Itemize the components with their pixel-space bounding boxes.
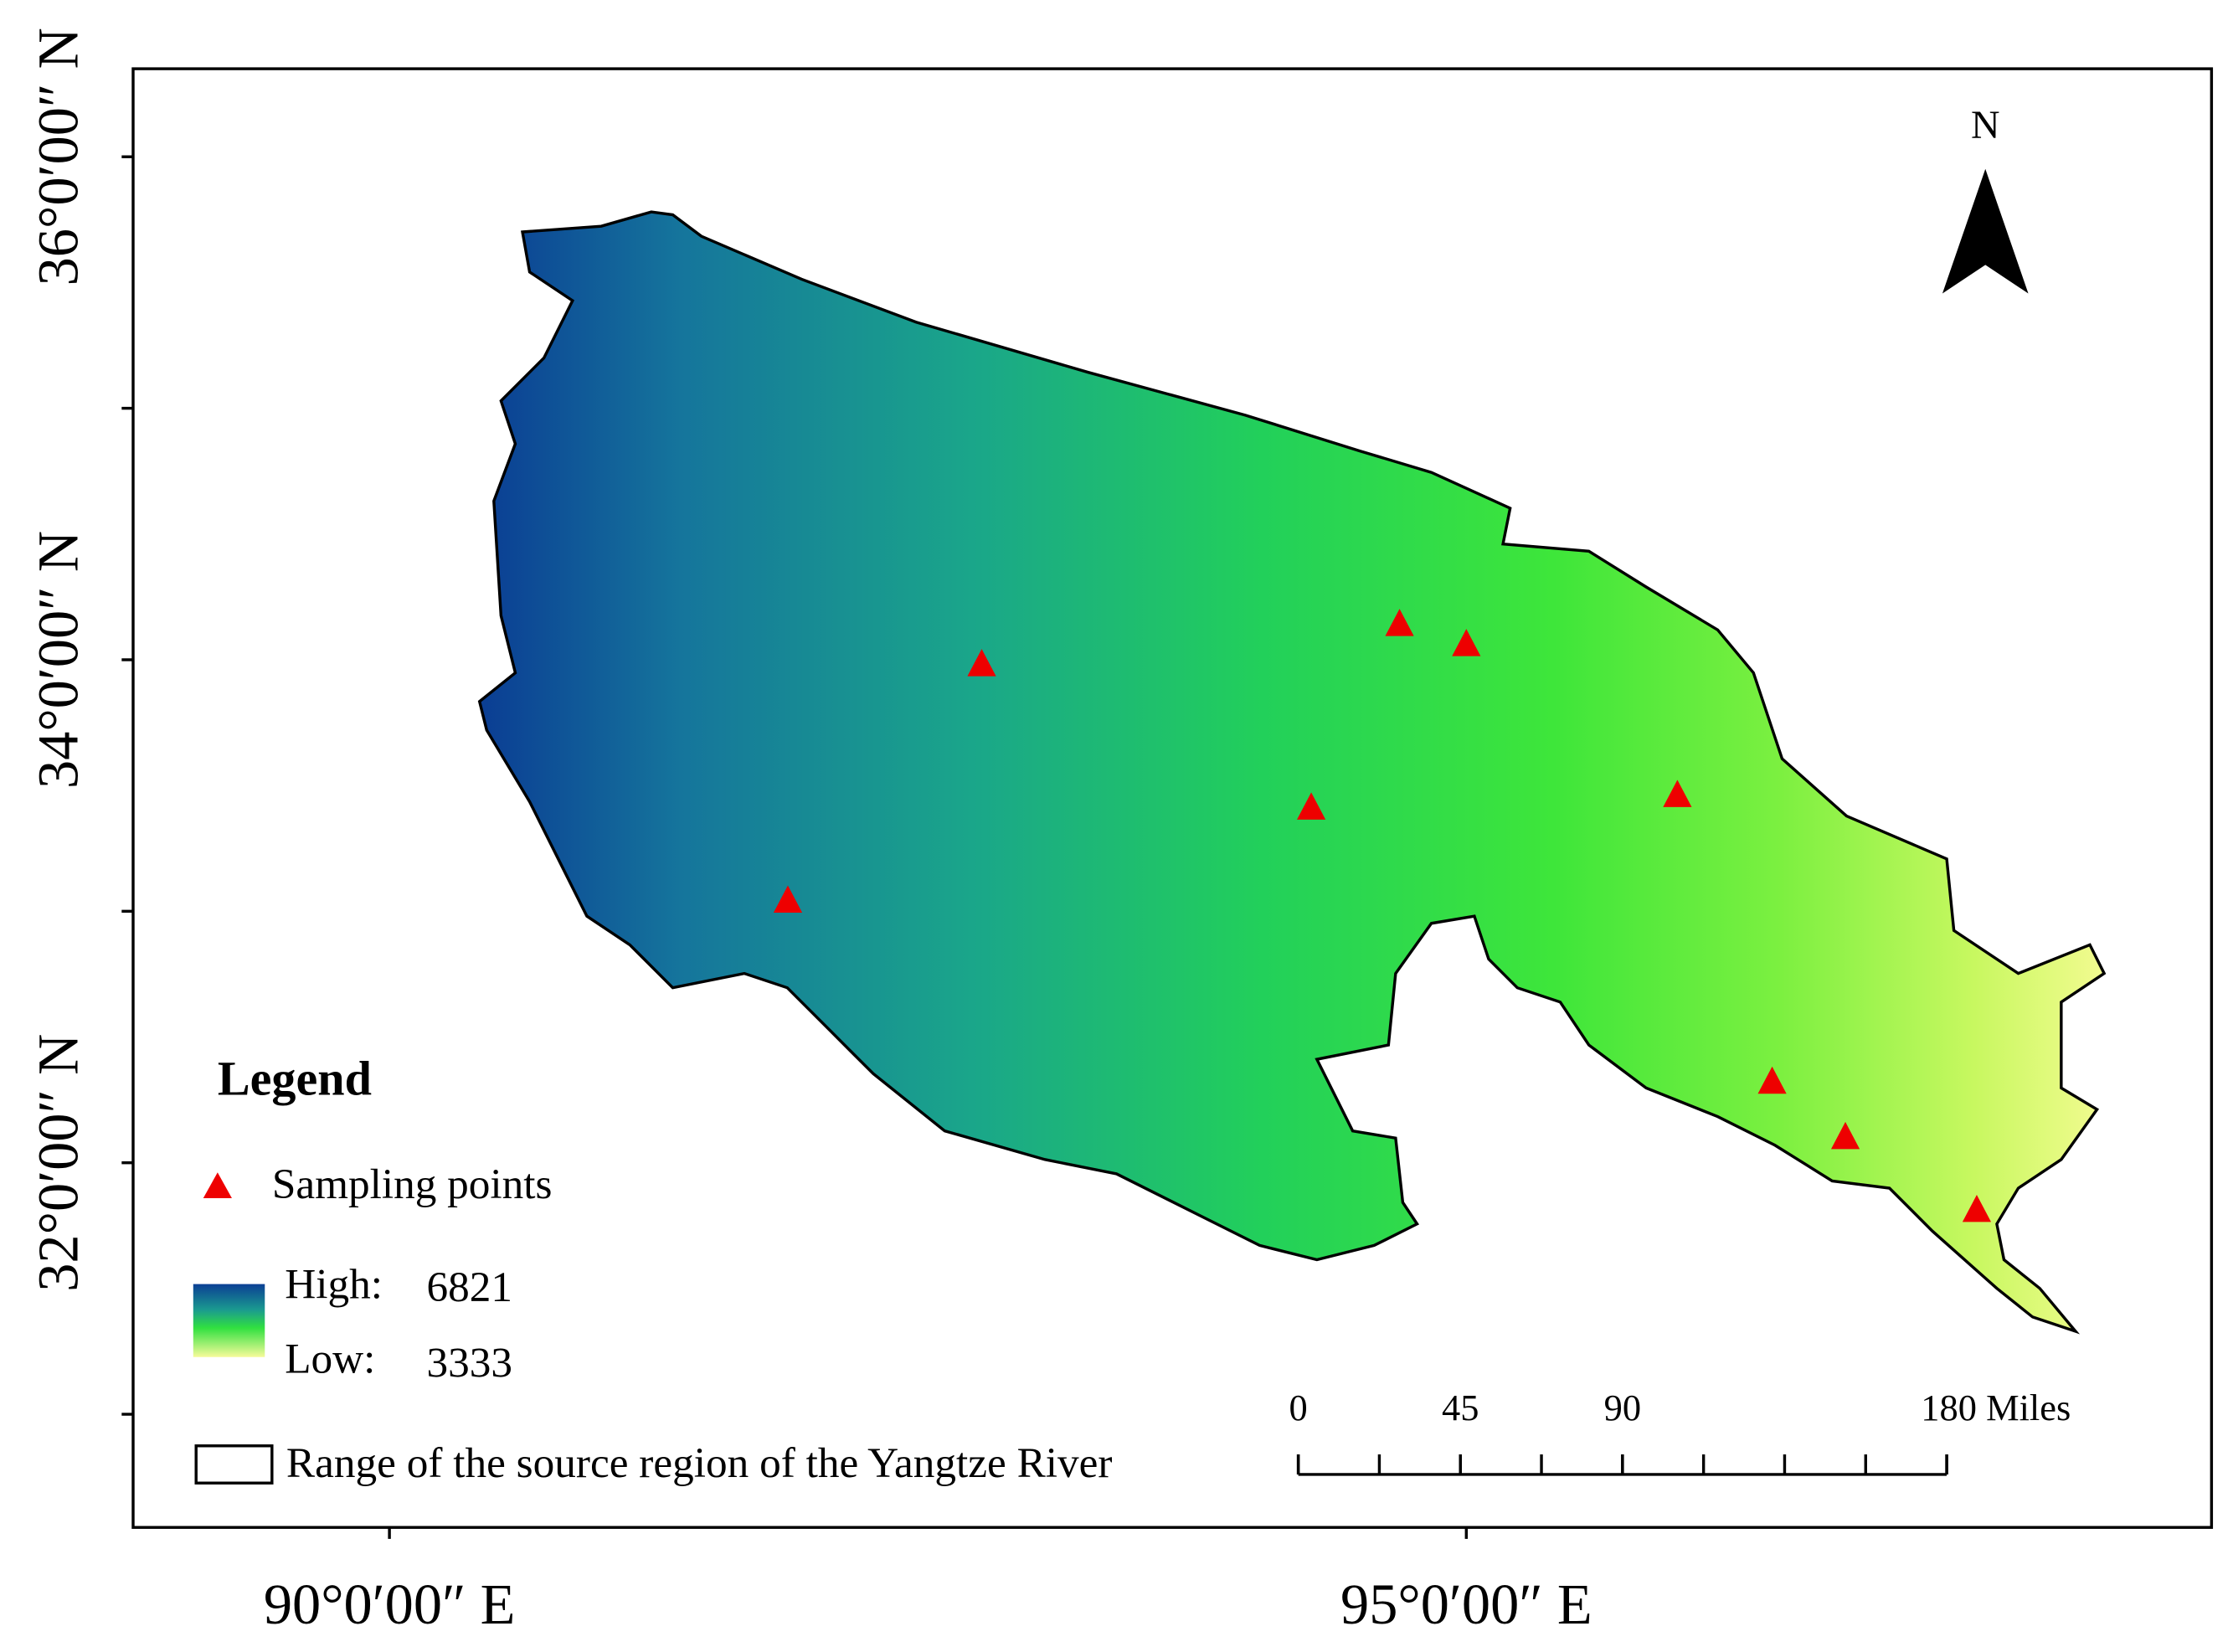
north-label: N (1971, 103, 2000, 147)
sampling-point (1830, 1121, 1860, 1150)
legend-label: High: (285, 1260, 383, 1308)
sampling-point (1663, 780, 1692, 807)
scale-bar-label: 45 (1442, 1387, 1479, 1428)
sampling-point (1296, 792, 1326, 820)
x-tick-label: 90°0′00″ E (264, 1572, 516, 1636)
legend-title: Legend (218, 1052, 372, 1106)
sampling-point (1962, 1194, 1992, 1222)
legend-label: Sampling points (272, 1161, 553, 1208)
scale-bar-label: 180 Miles (1921, 1387, 2071, 1428)
scale-bar-label: 0 (1289, 1387, 1308, 1428)
y-tick-label: 36°0′00″ N (27, 28, 90, 286)
sampling-point (773, 885, 803, 913)
sampling-point (1385, 609, 1414, 636)
scale-bar-label: 90 (1604, 1387, 1641, 1428)
y-tick-label: 34°0′00″ N (27, 531, 90, 789)
legend-color-ramp (193, 1284, 265, 1357)
sampling-point (1452, 629, 1481, 656)
legend-value: 6821 (426, 1263, 512, 1311)
sampling-point (1757, 1066, 1787, 1094)
study-region (477, 210, 2107, 1335)
north-arrow (1942, 168, 2029, 294)
legend-value: 3333 (426, 1340, 512, 1387)
legend-symbol (194, 1444, 274, 1485)
legend-label: Low: (285, 1335, 375, 1382)
y-tick-label: 32°0′00″ N (27, 1034, 90, 1292)
sampling-point (967, 649, 996, 677)
legend-label: Range of the source region of the Yangtz… (286, 1439, 1113, 1487)
legend-symbol (203, 1172, 232, 1198)
x-tick-label: 95°0′00″ E (1340, 1572, 1592, 1636)
